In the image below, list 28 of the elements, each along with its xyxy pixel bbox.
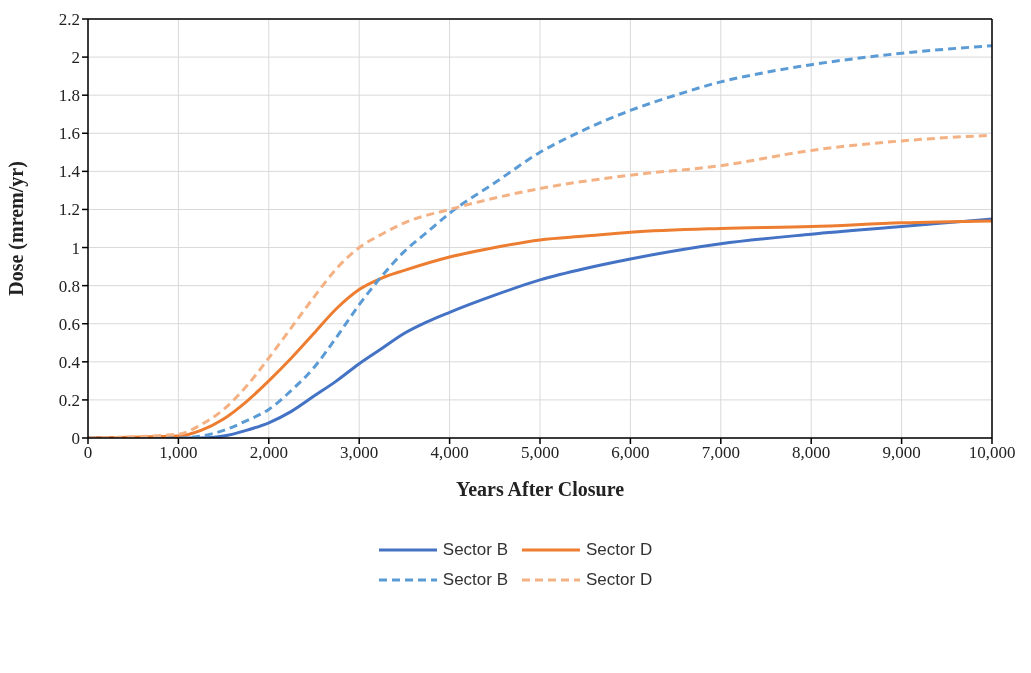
y-tick-label: 0.6 (58, 314, 80, 334)
x-tick-label: 3,000 (340, 443, 379, 463)
y-tick-label: 0.2 (58, 390, 80, 410)
y-axis-title: Dose (mrem/yr) (5, 161, 29, 296)
y-tick-label: 0.4 (58, 352, 81, 372)
y-tick-label: 0.8 (58, 276, 80, 296)
legend-label: Sector B (442, 570, 509, 590)
legend-label: Sector D (586, 540, 653, 560)
x-tick-label: 7,000 (701, 443, 740, 463)
x-tick-label: 6,000 (611, 443, 650, 463)
legend-label: Sector B (442, 540, 509, 560)
x-tick-label: 1,000 (159, 443, 198, 463)
legend-label: Sector D (586, 570, 653, 590)
x-tick-label: 4,000 (430, 443, 469, 463)
x-tick-label: 9,000 (882, 443, 921, 463)
y-tick-label: 1.2 (58, 200, 80, 220)
y-tick-label: 1 (71, 238, 80, 258)
x-tick-label: 5,000 (520, 443, 560, 463)
y-tick-label: 2 (71, 48, 80, 68)
x-tick-label: 8,000 (792, 443, 831, 463)
x-tick-label: 10,000 (968, 443, 1016, 463)
y-tick-label: 0 (71, 429, 80, 449)
y-tick-label: 2.2 (58, 10, 80, 30)
y-tick-label: 1.6 (58, 124, 80, 144)
x-axis-title: Years After Closure (455, 478, 625, 500)
x-tick-label: 2,000 (249, 443, 288, 463)
y-tick-label: 1.8 (58, 86, 80, 106)
y-tick-label: 1.4 (58, 162, 81, 182)
